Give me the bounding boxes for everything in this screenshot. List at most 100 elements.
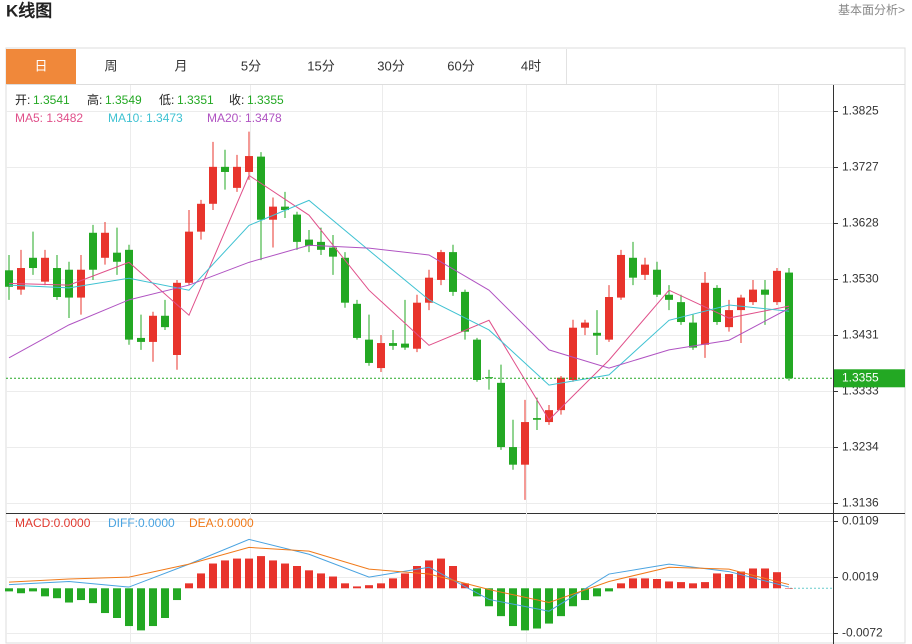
- macd-bar: [209, 563, 217, 589]
- fundamental-link[interactable]: 基本面分析>: [838, 3, 905, 17]
- candle-body: [341, 257, 349, 303]
- macd-bar: [29, 588, 37, 592]
- y-tick-label: 1.3234: [842, 440, 879, 454]
- macd-bar: [77, 588, 85, 601]
- candle-body: [161, 315, 169, 328]
- candle-body: [557, 377, 565, 411]
- ohlc-label: 收:: [229, 93, 244, 107]
- candle-body: [545, 410, 553, 423]
- candle-body: [677, 302, 685, 323]
- tab[interactable]: [356, 49, 426, 84]
- legend-entry: MACD:0.0000: [15, 516, 91, 530]
- candle-body: [725, 310, 733, 328]
- macd-bar: [305, 570, 313, 589]
- candle-body: [185, 231, 193, 283]
- macd-bar: [461, 583, 469, 589]
- candle-body: [353, 303, 361, 338]
- macd-bar: [17, 588, 25, 594]
- macd-bar: [545, 588, 553, 624]
- candle-body: [425, 277, 433, 303]
- candle-body: [737, 297, 745, 311]
- last-price-label: 1.3355: [842, 370, 879, 384]
- candle-body: [701, 282, 709, 345]
- tab[interactable]: [426, 49, 496, 84]
- candle-body: [53, 268, 61, 298]
- ohlc-value: 1.3549: [105, 93, 142, 107]
- candle-body: [197, 203, 205, 232]
- tab-label[interactable]: 30分: [377, 58, 404, 73]
- y-tick-label: 0.0019: [842, 570, 879, 584]
- tab-label[interactable]: 4时: [521, 58, 541, 73]
- candle-body: [101, 232, 109, 258]
- ohlc-label: 开:: [15, 93, 30, 107]
- macd-bar: [173, 588, 181, 601]
- candle-body: [437, 252, 445, 280]
- tab[interactable]: [6, 49, 76, 84]
- macd-bar: [665, 581, 673, 589]
- tab-label[interactable]: 周: [104, 58, 117, 73]
- legend-entry: MA5: 1.3482: [15, 111, 83, 125]
- y-tick-label: 1.3431: [842, 328, 879, 342]
- tab-label[interactable]: 月: [174, 58, 187, 73]
- ohlc-label: 高:: [87, 92, 102, 107]
- tab-label[interactable]: 日: [34, 58, 47, 73]
- candle-body: [245, 156, 253, 172]
- legend-entry: MA20: 1.3478: [207, 111, 282, 125]
- candle-body: [665, 294, 673, 300]
- macd-bar: [749, 568, 757, 589]
- macd-bar: [509, 588, 517, 627]
- tab-label[interactable]: 5分: [241, 58, 261, 73]
- candle-body: [713, 287, 721, 323]
- macd-bar: [197, 573, 205, 589]
- tab-label[interactable]: 15分: [307, 58, 334, 73]
- candle-body: [173, 282, 181, 355]
- candle-body: [233, 166, 241, 188]
- macd-bar: [473, 588, 481, 597]
- candle-body: [137, 337, 145, 342]
- tab-label[interactable]: 60分: [447, 58, 474, 73]
- candle-body: [17, 268, 25, 290]
- candle-body: [125, 249, 133, 340]
- macd-bar: [689, 583, 697, 589]
- tab[interactable]: [146, 49, 216, 84]
- macd-bar: [5, 588, 13, 592]
- macd-bar: [329, 576, 337, 589]
- indicator-line: [8, 538, 790, 612]
- candle-body: [761, 289, 769, 295]
- macd-bar: [269, 560, 277, 589]
- macd-bar: [353, 586, 361, 589]
- ohlc-value: 1.3541: [33, 93, 70, 107]
- macd-bar: [521, 588, 529, 631]
- macd-bar: [101, 588, 109, 614]
- macd-bar: [53, 588, 61, 599]
- macd-bar: [617, 583, 625, 589]
- y-tick-label: 0.0109: [842, 514, 879, 528]
- indicator-line: [8, 174, 790, 421]
- ohlc-value: 1.3351: [177, 93, 214, 107]
- macd-bar: [725, 574, 733, 589]
- candle-body: [581, 322, 589, 328]
- candle-body: [5, 270, 13, 287]
- indicator-line: [8, 199, 790, 386]
- macd-bar: [41, 588, 49, 597]
- macd-bar: [125, 588, 133, 627]
- macd-bar: [389, 578, 397, 589]
- tab[interactable]: [286, 49, 356, 84]
- candle-body: [605, 297, 613, 340]
- macd-bar: [281, 563, 289, 589]
- last-price-box: [834, 369, 905, 388]
- tab[interactable]: [216, 49, 286, 84]
- candle-body: [473, 339, 481, 380]
- candle-body: [653, 269, 661, 295]
- macd-bar: [65, 588, 73, 603]
- candle-body: [485, 377, 493, 379]
- macd-bar: [593, 588, 601, 597]
- legend-entry: DEA:0.0000: [189, 516, 254, 530]
- frame: [5, 47, 906, 644]
- tab[interactable]: [496, 49, 566, 84]
- candle-body: [593, 332, 601, 336]
- macd-bar: [653, 579, 661, 589]
- y-tick-label: 1.3727: [842, 160, 879, 174]
- tab[interactable]: [76, 49, 146, 84]
- candle-body: [629, 257, 637, 278]
